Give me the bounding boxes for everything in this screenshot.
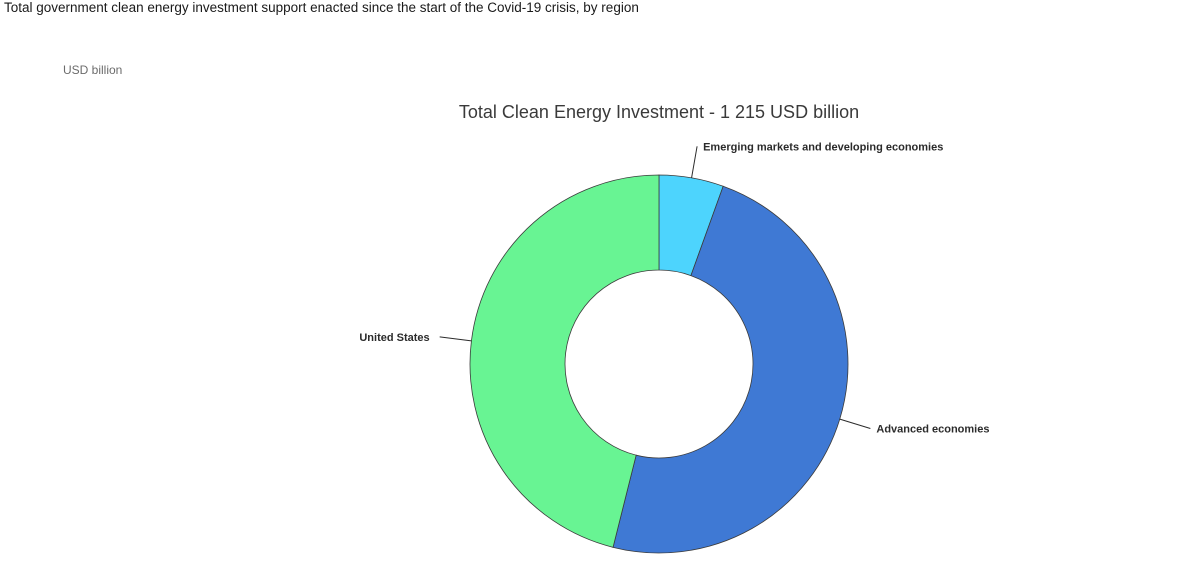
unit-label: USD billion [63,63,123,77]
slice-label-emerging-markets-and-developing-economies: Emerging markets and developing economie… [703,141,943,153]
slice-advanced-economies[interactable] [612,185,849,554]
leader-line-united-states [439,336,472,342]
slices-group [469,174,849,554]
slice-united-states[interactable] [469,174,660,548]
slice-labels-group: Emerging markets and developing economie… [359,141,989,435]
page-title: Total government clean energy investment… [4,0,639,15]
slice-label-united-states: United States [359,332,429,344]
leader-line-emerging-markets-and-developing-economies [691,146,698,178]
leader-lines-group [439,146,871,429]
chart-title: Total Clean Energy Investment - 1 215 US… [459,102,859,122]
slice-label-advanced-economies: Advanced economies [876,423,989,435]
leader-line-advanced-economies [839,418,871,429]
